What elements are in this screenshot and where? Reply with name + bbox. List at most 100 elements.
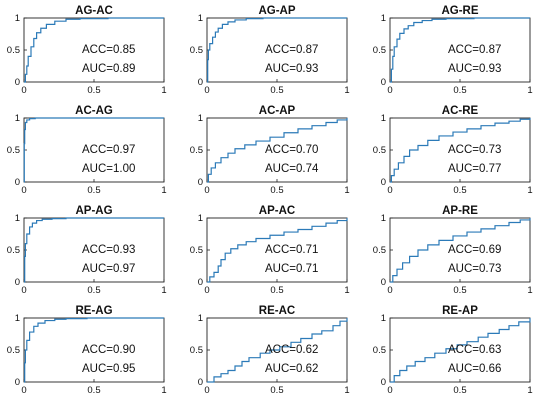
roc-curve-line <box>390 218 531 283</box>
acc-label: ACC=0.62 <box>265 344 318 356</box>
y-tick-label: 0.5 <box>373 145 386 156</box>
x-tick-label: 0 <box>387 385 392 396</box>
x-tick-label: 0 <box>21 185 26 196</box>
x-tick-label: 0.5 <box>270 85 283 96</box>
panel-title: AC-AG <box>75 105 113 117</box>
x-tick-label: 1 <box>161 85 166 96</box>
x-tick-label: 0.5 <box>270 285 283 296</box>
roc-curve-line <box>23 117 164 183</box>
roc-panel: RE-AC 0 0.5 1 0 0.5 1 ACC=0.62 AUC=0.62 <box>190 305 350 396</box>
panel-title: AG-RE <box>441 5 478 17</box>
y-tick-label: 0 <box>381 377 386 388</box>
y-tick-label: 0 <box>198 277 203 288</box>
roc-panel: AC-AG 0 0.5 1 0 0.5 1 ACC=0.97 AUC=1.00 <box>7 105 167 196</box>
roc-curve-line <box>24 317 164 383</box>
y-tick-label: 1 <box>198 213 203 224</box>
acc-label: ACC=0.63 <box>448 344 501 356</box>
roc-panel: RE-AP 0 0.5 1 0 0.5 1 ACC=0.63 AUC=0.66 <box>373 305 533 396</box>
y-tick-label: 0.5 <box>373 245 386 256</box>
roc-curve-line <box>207 218 348 283</box>
x-tick-label: 0 <box>21 285 26 296</box>
y-tick-label: 1 <box>198 13 203 24</box>
y-tick-label: 1 <box>198 313 203 324</box>
auc-label: AUC=0.77 <box>448 163 501 175</box>
panel-title: AP-RE <box>442 205 478 217</box>
roc-curve-line <box>390 318 531 383</box>
acc-label: ACC=0.70 <box>265 144 318 156</box>
roc-panel: AP-RE 0 0.5 1 0 0.5 1 ACC=0.69 AUC=0.73 <box>373 205 533 296</box>
x-tick-label: 0.5 <box>453 385 466 396</box>
panel-title: AG-AC <box>75 5 113 17</box>
x-tick-label: 1 <box>161 285 166 296</box>
auc-label: AUC=0.73 <box>448 263 501 275</box>
y-tick-label: 0 <box>381 77 386 88</box>
roc-panel: AC-AP 0 0.5 1 0 0.5 1 ACC=0.70 AUC=0.74 <box>190 105 350 196</box>
auc-label: AUC=1.00 <box>82 163 135 175</box>
x-tick-label: 1 <box>344 85 349 96</box>
y-tick-label: 1 <box>15 113 20 124</box>
y-tick-label: 0.5 <box>190 145 203 156</box>
roc-curve-line <box>390 118 531 183</box>
roc-curve-line <box>207 17 347 83</box>
panel-title: AG-AP <box>258 5 295 17</box>
y-tick-label: 0.5 <box>7 145 20 156</box>
y-tick-label: 0.5 <box>7 245 20 256</box>
panel-title: AP-AG <box>75 205 112 217</box>
acc-label: ACC=0.87 <box>265 44 318 56</box>
x-tick-label: 1 <box>527 185 532 196</box>
y-tick-label: 0.5 <box>7 45 20 56</box>
acc-label: ACC=0.73 <box>448 144 501 156</box>
x-tick-label: 1 <box>527 285 532 296</box>
y-tick-label: 1 <box>15 313 20 324</box>
roc-panel: AC-RE 0 0.5 1 0 0.5 1 ACC=0.73 AUC=0.77 <box>373 105 533 196</box>
roc-curve-line <box>24 17 164 83</box>
acc-label: ACC=0.69 <box>448 244 501 256</box>
x-tick-label: 0.5 <box>87 285 100 296</box>
y-tick-label: 0 <box>15 77 20 88</box>
y-tick-label: 0 <box>15 377 20 388</box>
auc-label: AUC=0.93 <box>448 63 501 75</box>
x-tick-label: 0.5 <box>87 185 100 196</box>
roc-panel: AG-RE 0 0.5 1 0 0.5 1 ACC=0.87 AUC=0.93 <box>373 5 533 96</box>
auc-label: AUC=0.66 <box>448 363 501 375</box>
y-tick-label: 0 <box>381 177 386 188</box>
y-tick-label: 0 <box>198 377 203 388</box>
y-tick-label: 1 <box>381 213 386 224</box>
x-tick-label: 0 <box>387 285 392 296</box>
auc-label: AUC=0.62 <box>265 363 318 375</box>
x-tick-label: 1 <box>344 185 349 196</box>
auc-label: AUC=0.89 <box>82 63 135 75</box>
roc-panel: AP-AG 0 0.5 1 0 0.5 1 ACC=0.93 AUC=0.97 <box>7 205 167 296</box>
roc-curve-line <box>207 318 348 383</box>
x-tick-label: 1 <box>161 185 166 196</box>
x-tick-label: 0.5 <box>270 385 283 396</box>
acc-label: ACC=0.90 <box>82 344 135 356</box>
x-tick-label: 0.5 <box>87 385 100 396</box>
auc-label: AUC=0.97 <box>82 263 135 275</box>
y-tick-label: 0.5 <box>190 45 203 56</box>
y-tick-label: 1 <box>381 13 386 24</box>
x-tick-label: 1 <box>161 385 166 396</box>
acc-label: ACC=0.93 <box>82 244 135 256</box>
x-tick-label: 0 <box>204 185 209 196</box>
x-tick-label: 1 <box>344 285 349 296</box>
roc-panel: RE-AG 0 0.5 1 0 0.5 1 ACC=0.90 AUC=0.95 <box>7 305 167 396</box>
y-tick-label: 0 <box>15 177 20 188</box>
x-tick-label: 0.5 <box>270 185 283 196</box>
y-tick-label: 0 <box>198 77 203 88</box>
acc-label: ACC=0.97 <box>82 144 135 156</box>
x-tick-label: 0.5 <box>453 85 466 96</box>
x-tick-label: 0 <box>21 385 26 396</box>
x-tick-label: 0 <box>204 385 209 396</box>
x-tick-label: 1 <box>344 385 349 396</box>
y-tick-label: 0 <box>198 177 203 188</box>
y-tick-label: 1 <box>381 113 386 124</box>
y-tick-label: 0.5 <box>7 345 20 356</box>
x-tick-label: 1 <box>527 385 532 396</box>
panel-title: RE-AP <box>442 305 478 317</box>
x-tick-label: 0.5 <box>453 285 466 296</box>
x-tick-label: 0.5 <box>87 85 100 96</box>
auc-label: AUC=0.74 <box>265 163 319 175</box>
y-tick-label: 1 <box>15 13 20 24</box>
y-tick-label: 0 <box>381 277 386 288</box>
